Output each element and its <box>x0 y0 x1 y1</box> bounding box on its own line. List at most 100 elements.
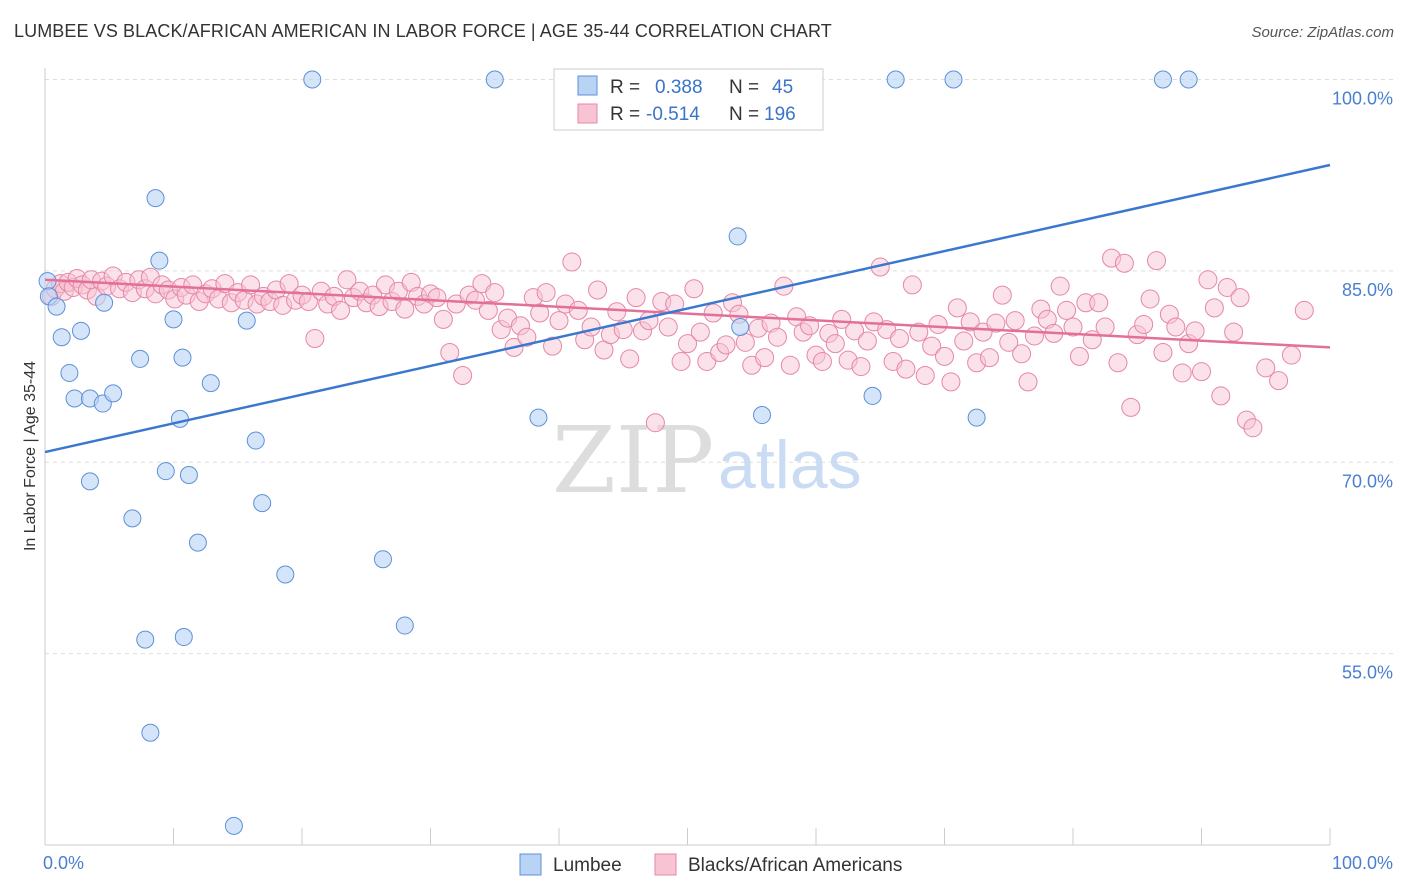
black-point-83 <box>549 311 569 331</box>
black-point-143 <box>935 346 954 366</box>
black-point-100 <box>658 317 678 337</box>
black-point-94 <box>620 349 640 369</box>
lumbee-point-42 <box>967 408 986 427</box>
black-point-131 <box>857 331 877 351</box>
stats-r-label-lumbee: R = <box>610 77 640 98</box>
black-point-68 <box>453 365 473 385</box>
black-point-112 <box>735 332 755 352</box>
lumbee-point-36 <box>731 318 750 337</box>
legend-swatch-lumbee[interactable] <box>519 853 542 876</box>
black-point-189 <box>1230 288 1250 308</box>
trend-line-lumbee <box>44 163 1331 454</box>
black-point-117 <box>767 327 787 347</box>
black-point-185 <box>1204 298 1224 318</box>
black-point-152 <box>992 285 1012 305</box>
black-point-144 <box>941 372 961 392</box>
black-point-180 <box>1172 363 1192 383</box>
stats-n-label-lumbee: N = <box>729 77 759 98</box>
lumbee-point-21 <box>173 348 192 367</box>
black-point-177 <box>1153 343 1173 363</box>
black-point-88 <box>581 317 601 337</box>
source-label: Source: ZipAtlas.com <box>1251 24 1394 41</box>
lumbee-point-17 <box>150 251 169 270</box>
black-point-109 <box>716 335 736 355</box>
black-point-72 <box>478 300 498 320</box>
lumbee-point-39 <box>886 70 905 89</box>
black-point-85 <box>562 252 582 272</box>
x-tick-label-max: 100.0% <box>1332 853 1393 873</box>
black-point-157 <box>1024 326 1044 346</box>
lumbee-point-3 <box>52 328 71 347</box>
black-point-163 <box>1063 317 1083 337</box>
black-point-174 <box>1134 314 1154 334</box>
black-point-175 <box>1140 289 1160 309</box>
black-point-50 <box>337 270 357 290</box>
black-point-73 <box>485 283 505 303</box>
stats-n-label-black: N = <box>729 104 759 125</box>
lumbee-point-33 <box>395 616 414 635</box>
stats-r-value-lumbee: 0.388 <box>655 77 703 98</box>
stats-r-value-black: -0.514 <box>646 104 700 125</box>
lumbee-point-30 <box>276 565 295 584</box>
black-point-146 <box>954 331 974 351</box>
black-point-64 <box>427 288 447 308</box>
lumbee-point-16 <box>146 189 165 208</box>
black-point-127 <box>832 309 852 329</box>
lumbee-point-26 <box>224 816 243 835</box>
black-point-168 <box>1095 317 1115 337</box>
y-tick-label-3: 55.0% <box>1342 663 1393 683</box>
black-point-137 <box>896 359 916 379</box>
black-point-192 <box>1256 358 1276 378</box>
stats-swatch-lumbee <box>577 75 598 96</box>
lumbee-point-25 <box>201 374 220 393</box>
black-point-194 <box>1281 345 1301 365</box>
black-point-105 <box>690 322 710 342</box>
black-point-86 <box>568 300 588 320</box>
lumbee-point-5 <box>65 389 84 408</box>
black-point-126 <box>825 334 845 354</box>
y-tick-label-0: 100.0% <box>1332 89 1393 109</box>
black-point-103 <box>678 334 697 354</box>
black-point-104 <box>684 279 704 299</box>
lumbee-point-32 <box>373 550 392 569</box>
lumbee-point-23 <box>179 466 198 485</box>
black-point-139 <box>909 322 929 342</box>
lumbee-point-34 <box>485 70 504 89</box>
legend-label-black[interactable]: Blacks/African Americans <box>688 855 902 876</box>
black-point-92 <box>607 302 627 322</box>
black-point-161 <box>1050 276 1070 296</box>
grid-lines <box>45 79 1393 655</box>
black-point-70 <box>465 290 485 310</box>
lumbee-point-35 <box>529 408 548 427</box>
black-point-195 <box>1294 300 1314 320</box>
black-point-124 <box>812 351 832 371</box>
black-point-82 <box>543 336 563 356</box>
black-point-107 <box>703 303 723 323</box>
legend-label-lumbee[interactable]: Lumbee <box>553 855 622 876</box>
black-point-140 <box>915 365 935 385</box>
legend-swatch-black[interactable] <box>654 853 677 876</box>
black-point-150 <box>979 348 999 368</box>
lumbee-point-2 <box>47 297 66 316</box>
black-point-151 <box>986 313 1006 333</box>
black-point-193 <box>1269 371 1289 391</box>
lumbee-point-10 <box>95 293 114 312</box>
black-point-183 <box>1192 362 1211 382</box>
y-tick-label-2: 70.0% <box>1342 471 1393 491</box>
lumbee-point-38 <box>753 406 772 425</box>
series-lumbee <box>38 70 1198 835</box>
black-point-130 <box>851 357 871 377</box>
black-point-182 <box>1185 321 1205 341</box>
lumbee-point-40 <box>863 386 882 405</box>
stats-r-label-black: R = <box>610 104 640 125</box>
lumbee-point-41 <box>944 70 963 89</box>
lumbee-point-22 <box>174 628 193 647</box>
lumbee-point-19 <box>164 310 183 329</box>
lumbee-point-37 <box>728 227 747 246</box>
black-point-59 <box>395 299 415 319</box>
black-point-102 <box>671 351 691 371</box>
black-point-170 <box>1108 353 1128 373</box>
black-point-45 <box>305 328 325 348</box>
stats-box: R = 0.388 N = 45 R = -0.514 N = 196 <box>553 68 824 131</box>
